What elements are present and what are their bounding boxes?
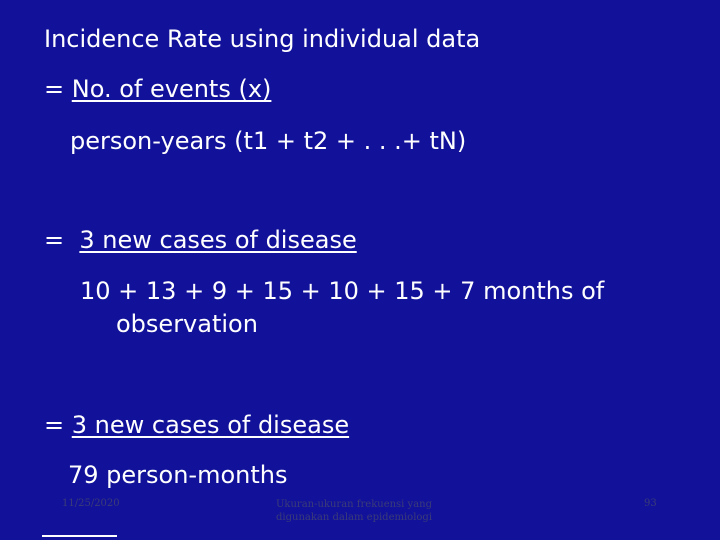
denominator: observation bbox=[116, 310, 258, 338]
denominator: 10 + 13 + 9 + 15 + 10 + 15 + 7 months of bbox=[80, 277, 605, 305]
equals: = bbox=[44, 75, 72, 103]
result-line: = 3 new cases of disease bbox=[44, 408, 349, 442]
equals: = bbox=[44, 226, 80, 254]
numerator: 3 new cases of disease bbox=[71, 411, 350, 439]
footer-date: 11/25/2020 bbox=[62, 498, 120, 509]
equals: = bbox=[44, 411, 72, 439]
page-number: 93 bbox=[644, 498, 657, 509]
denominator: 79 person-months bbox=[68, 461, 288, 489]
decor-line bbox=[42, 535, 117, 537]
formula-line: = No. of events (x) bbox=[44, 72, 271, 106]
numerator: No. of events (x) bbox=[71, 75, 272, 103]
slide-title: Incidence Rate using individual data bbox=[44, 25, 481, 53]
numerator: 3 new cases of disease bbox=[79, 226, 357, 254]
example-line: = 3 new cases of disease bbox=[44, 223, 357, 257]
denominator: person-years (t1 + t2 + . . .+ tN) bbox=[70, 127, 467, 155]
footer-center: Ukuran-ukuran frekuensi yang digunakan d… bbox=[276, 499, 433, 523]
